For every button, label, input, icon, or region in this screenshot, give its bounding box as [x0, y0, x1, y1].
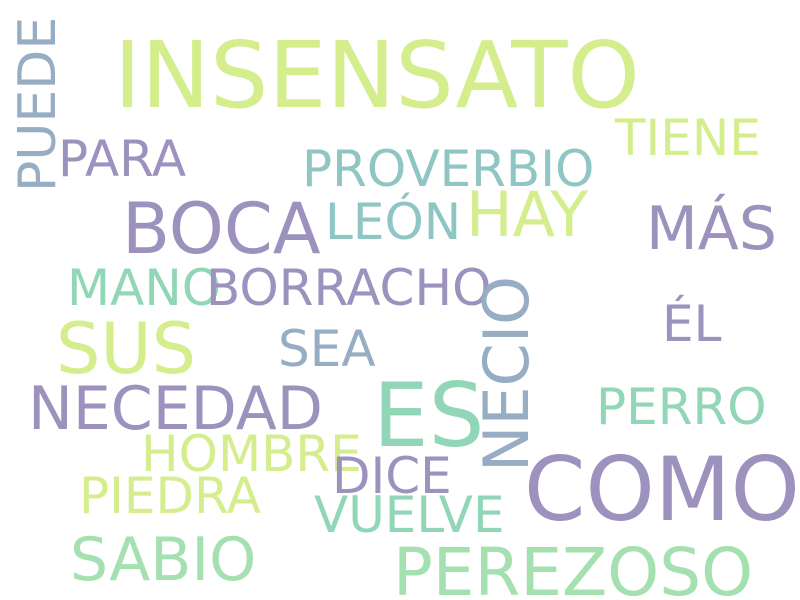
word-perezoso: PEREZOSO	[393, 534, 754, 600]
word-necedad: NECEDAD	[28, 374, 323, 444]
word-dice: DICE	[332, 447, 452, 505]
word-mano: MANO	[67, 259, 222, 317]
word-hombre: HOMBRE	[141, 425, 362, 483]
word-es: ES	[373, 364, 485, 467]
word-boca: BOCA	[122, 188, 321, 270]
word-piedra: PIEDRA	[79, 467, 261, 525]
word-sabio: SABIO	[70, 525, 257, 595]
word-hay: HAY	[466, 178, 589, 251]
word-puede: PUEDE	[8, 16, 68, 192]
word-perro: PERRO	[596, 378, 767, 436]
word-mas: MÁS	[646, 194, 777, 264]
word-proverbio: PROVERBIO	[302, 140, 595, 198]
word-para: PARA	[58, 130, 187, 188]
word-sea: SEA	[278, 320, 376, 378]
word-el: ÉL	[662, 295, 722, 353]
word-insensato: INSENSATO	[114, 22, 640, 129]
word-tiene: TIENE	[615, 109, 761, 167]
word-sus: SUS	[56, 308, 197, 390]
word-como: COMO	[524, 438, 800, 541]
word-borracho: BORRACHO	[206, 259, 492, 317]
word-vuelve: VUELVE	[314, 486, 505, 544]
word-leon: LEÓN	[325, 193, 462, 251]
